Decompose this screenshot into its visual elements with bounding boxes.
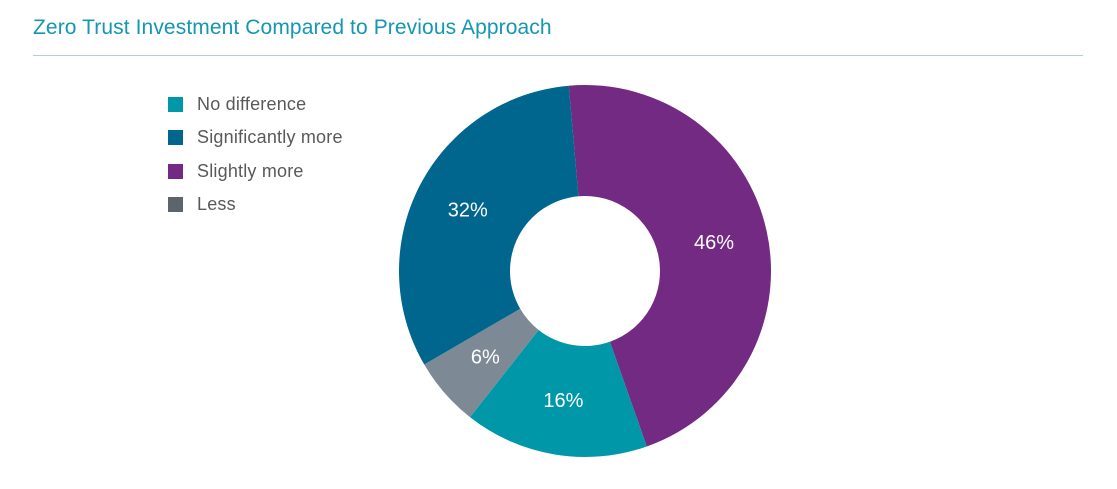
legend-item-no-difference: No difference — [168, 88, 343, 121]
legend-swatch-significantly-more — [168, 130, 183, 146]
donut-slice-less — [424, 308, 539, 418]
legend-label-less: Less — [197, 194, 236, 215]
legend-label-slightly-more: Slightly more — [197, 160, 304, 181]
chart-title: Zero Trust Investment Compared to Previo… — [33, 16, 552, 39]
legend-item-less: Less — [168, 188, 343, 221]
chart-legend: No difference Significantly more Slightl… — [168, 88, 343, 221]
legend-label-significantly-more: Significantly more — [197, 127, 343, 148]
slice-label-no-difference: 16% — [543, 390, 583, 412]
legend-swatch-no-difference — [168, 97, 183, 113]
legend-swatch-less — [168, 197, 183, 213]
legend-swatch-slightly-more — [168, 163, 183, 179]
donut-slice-significantly-more — [398, 85, 579, 365]
legend-item-significantly-more: Significantly more — [168, 121, 343, 154]
slice-label-slightly-more: 46% — [694, 232, 734, 254]
donut-slice-slightly-more — [568, 84, 772, 447]
title-divider — [33, 55, 1083, 56]
slice-label-less: 6% — [471, 347, 500, 369]
donut-slice-no-difference — [469, 329, 647, 458]
legend-label-no-difference: No difference — [197, 94, 307, 115]
legend-item-slightly-more: Slightly more — [168, 155, 343, 188]
slice-label-significantly-more: 32% — [448, 199, 488, 221]
